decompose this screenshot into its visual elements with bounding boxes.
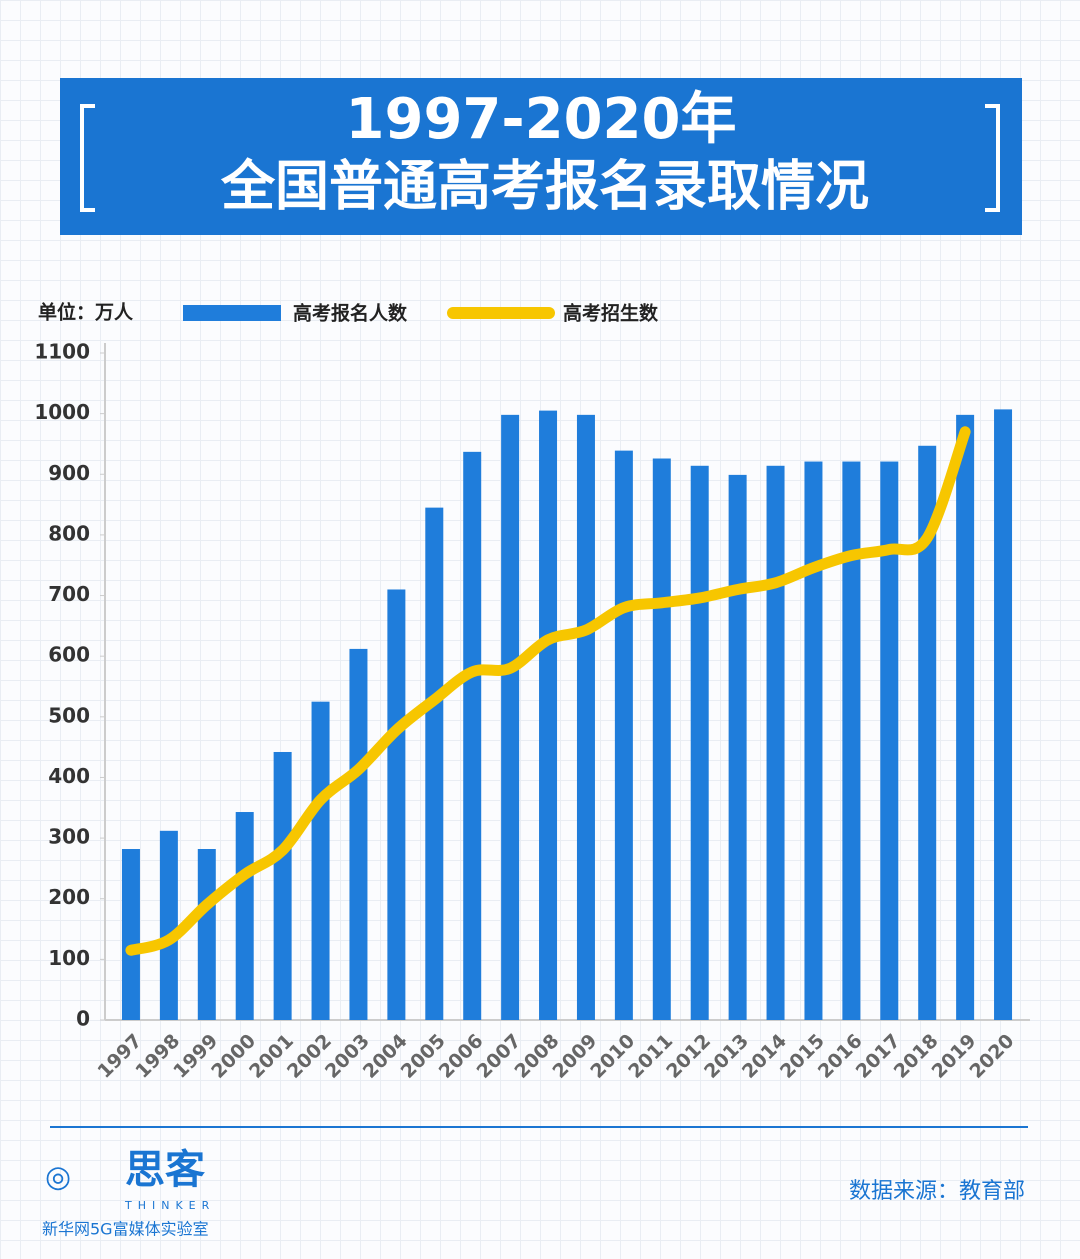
legend-swatch: [183, 305, 281, 321]
bar: [918, 445, 937, 1020]
bar: [576, 414, 595, 1020]
bar: [842, 461, 861, 1021]
source: 数据来源：教育部: [849, 1179, 1025, 1204]
title-line: 全国普通高考报名录取情况: [220, 155, 869, 218]
bar: [652, 458, 671, 1020]
bar: [121, 849, 140, 1020]
logo-icon: ◎: [45, 1160, 71, 1195]
bar: [349, 648, 368, 1020]
y-tick-label: 1100: [34, 340, 90, 364]
bar: [463, 451, 482, 1020]
y-tick-label: 700: [48, 582, 90, 606]
bar: [159, 830, 178, 1020]
bar: [766, 465, 785, 1020]
y-tick-label: 500: [48, 703, 90, 727]
bar: [311, 701, 330, 1020]
bar: [501, 414, 520, 1020]
bar: [539, 410, 558, 1020]
y-tick-label: 100: [48, 946, 90, 970]
y-tick-label: 800: [48, 521, 90, 545]
bar: [880, 461, 899, 1021]
bar: [804, 461, 823, 1021]
y-tick-label: 400: [48, 764, 90, 788]
y-tick-label: 300: [48, 825, 90, 849]
brand-sub: THINKER: [124, 1199, 215, 1212]
x-tick-label: 2020: [966, 1030, 1019, 1083]
org: 新华网5G富媒体实验室: [42, 1220, 209, 1239]
legend-label: 高考报名人数: [293, 302, 408, 325]
bar: [994, 409, 1013, 1020]
y-tick-label: 1000: [34, 400, 90, 424]
title-line: 1997-2020年: [346, 87, 737, 152]
bar: [235, 812, 254, 1020]
bar: [690, 465, 709, 1020]
bar: [614, 450, 633, 1021]
title-brackets: [80, 104, 1000, 212]
bar: [273, 751, 292, 1020]
legend-label: 高考招生数: [563, 302, 659, 325]
line: [125, 426, 971, 956]
bar: [387, 589, 406, 1020]
bar: [425, 507, 444, 1020]
bar: [956, 414, 975, 1020]
bar: [197, 849, 216, 1020]
brand: 思客: [125, 1147, 205, 1193]
unit-label: 单位：万人: [38, 301, 134, 324]
y-tick-label: 600: [48, 643, 90, 667]
y-tick-label: 200: [48, 885, 90, 909]
bar: [728, 474, 747, 1020]
title-box: [60, 78, 1022, 235]
y-tick-label: 0: [76, 1007, 90, 1031]
y-tick-label: 900: [48, 461, 90, 485]
